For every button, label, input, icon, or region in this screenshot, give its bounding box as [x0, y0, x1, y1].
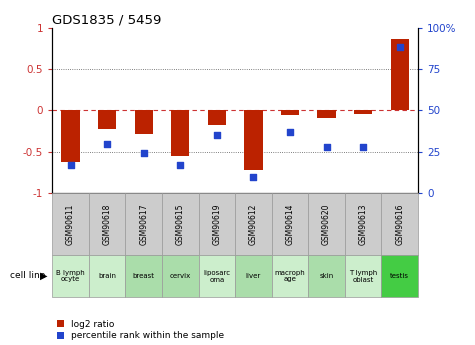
Bar: [162, 255, 199, 297]
Text: liver: liver: [246, 273, 261, 279]
Bar: [345, 255, 381, 297]
Point: [213, 132, 220, 138]
Point: [323, 144, 331, 150]
Bar: [317, 110, 336, 118]
Bar: [134, 110, 153, 134]
Text: GSM90618: GSM90618: [103, 204, 112, 245]
Point: [286, 129, 294, 135]
Point: [250, 174, 257, 179]
Bar: [52, 193, 89, 255]
Bar: [61, 110, 80, 162]
Bar: [308, 193, 345, 255]
Text: skin: skin: [319, 273, 333, 279]
Text: GSM90616: GSM90616: [395, 204, 404, 245]
Text: ▶: ▶: [40, 271, 48, 281]
Text: GSM90615: GSM90615: [176, 204, 185, 245]
Text: cervix: cervix: [170, 273, 191, 279]
Bar: [162, 193, 199, 255]
Point: [66, 162, 74, 168]
Point: [103, 141, 111, 146]
Text: GSM90619: GSM90619: [212, 204, 221, 245]
Bar: [390, 39, 409, 110]
Point: [360, 144, 367, 150]
Bar: [89, 193, 125, 255]
Text: GSM90620: GSM90620: [322, 204, 331, 245]
Point: [140, 151, 147, 156]
Bar: [208, 110, 226, 125]
Text: GSM90617: GSM90617: [139, 204, 148, 245]
Text: GSM90612: GSM90612: [249, 204, 258, 245]
Legend: log2 ratio, percentile rank within the sample: log2 ratio, percentile rank within the s…: [57, 320, 224, 341]
Bar: [98, 110, 116, 129]
Text: brain: brain: [98, 273, 116, 279]
Text: GSM90614: GSM90614: [285, 204, 294, 245]
Bar: [272, 255, 308, 297]
Bar: [52, 255, 89, 297]
Bar: [281, 110, 299, 115]
Point: [176, 162, 184, 168]
Text: GSM90611: GSM90611: [66, 204, 75, 245]
Bar: [272, 193, 308, 255]
Text: breast: breast: [133, 273, 155, 279]
Text: B lymph
ocyte: B lymph ocyte: [56, 269, 85, 283]
Bar: [235, 193, 272, 255]
Bar: [89, 255, 125, 297]
Bar: [235, 255, 272, 297]
Text: macroph
age: macroph age: [275, 269, 305, 283]
Bar: [381, 193, 418, 255]
Bar: [125, 193, 162, 255]
Bar: [199, 193, 235, 255]
Text: liposarc
oma: liposarc oma: [203, 269, 230, 283]
Bar: [171, 110, 190, 156]
Bar: [345, 193, 381, 255]
Bar: [354, 110, 372, 114]
Bar: [308, 255, 345, 297]
Bar: [125, 255, 162, 297]
Bar: [244, 110, 263, 170]
Text: T lymph
oblast: T lymph oblast: [349, 269, 377, 283]
Text: GDS1835 / 5459: GDS1835 / 5459: [52, 13, 162, 27]
Point: [396, 45, 403, 50]
Text: GSM90613: GSM90613: [359, 204, 368, 245]
Bar: [199, 255, 235, 297]
Text: testis: testis: [390, 273, 409, 279]
Text: cell line: cell line: [10, 272, 45, 280]
Bar: [381, 255, 418, 297]
